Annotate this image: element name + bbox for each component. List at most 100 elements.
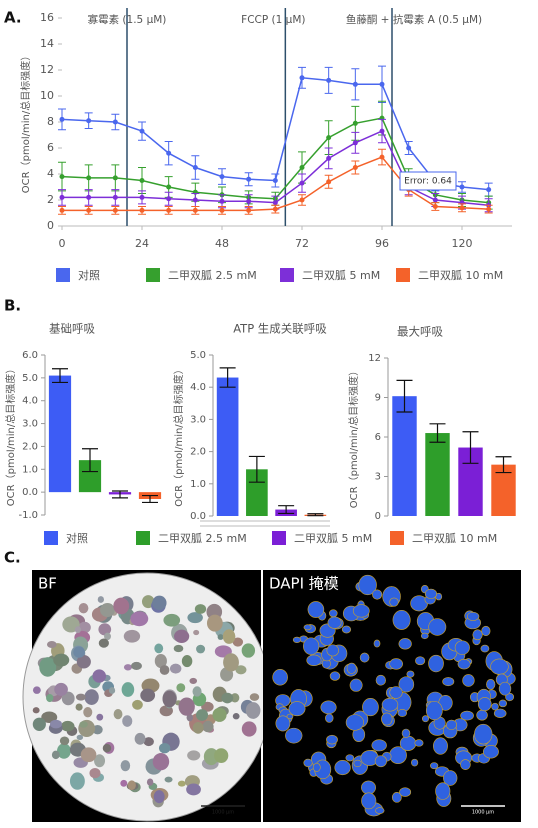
organoid: [206, 614, 223, 632]
organoid: [241, 643, 256, 658]
y-axis-label: OCR（pmol/min/总目标强度）: [172, 364, 185, 506]
organoid: [397, 709, 408, 717]
error-bar: [429, 423, 446, 443]
legend-label: 二甲双胍 2.5 mM: [158, 531, 247, 545]
data-point: [246, 198, 252, 204]
organoid: [341, 625, 352, 634]
organoid: [272, 669, 288, 686]
organoid: [53, 653, 70, 667]
error-bar: [219, 367, 236, 388]
y-tick-label: 2.0: [190, 447, 206, 458]
event-label: 寡霉素 (1.5 μM): [88, 13, 167, 26]
legend-swatch: [280, 268, 294, 282]
legend-label: 二甲双胍 10 mM: [418, 268, 503, 282]
tooltip-text: Error: 0.64: [404, 177, 452, 187]
y-axis-label: OCR（pmol/min/总目标强度）: [19, 51, 32, 193]
error-bar: [82, 448, 98, 473]
y-axis-label: OCR（pmol/min/总目标强度）: [4, 364, 17, 506]
organoid: [359, 652, 370, 663]
organoid: [481, 625, 491, 636]
data-point: [219, 207, 225, 213]
data-point: [272, 178, 278, 183]
data-point: [432, 197, 438, 203]
organoid: [349, 678, 363, 692]
organoid: [59, 736, 70, 746]
data-point: [459, 184, 465, 190]
organoid: [428, 654, 444, 673]
organoid: [425, 700, 443, 721]
organoid: [241, 721, 257, 737]
organoid: [392, 610, 411, 630]
data-point: [59, 194, 65, 200]
y-tick-label: 1.0: [190, 479, 206, 490]
axis-decoration: [200, 520, 330, 527]
data-point: [326, 77, 332, 83]
organoid: [320, 700, 337, 715]
organoid: [490, 658, 509, 675]
organoid: [177, 780, 186, 787]
bar: [425, 433, 450, 516]
error-bar: [278, 505, 295, 515]
organoid: [84, 689, 99, 705]
legend-label: 二甲双胍 5 mM: [302, 268, 380, 282]
organoid: [361, 792, 377, 810]
legend-swatch: [44, 531, 58, 545]
data-point: [59, 174, 65, 180]
organoid: [154, 653, 167, 669]
data-point: [192, 197, 198, 203]
organoid: [102, 743, 112, 753]
organoid: [362, 698, 379, 717]
y-tick-label: 4.0: [190, 382, 206, 393]
organoid: [329, 609, 338, 618]
organoid: [32, 707, 40, 714]
organoid: [493, 708, 507, 718]
y-tick-label: 14: [40, 37, 54, 50]
data-point: [272, 200, 278, 206]
organoid: [391, 792, 402, 803]
organoid: [60, 720, 75, 732]
data-point: [299, 197, 305, 203]
organoid: [152, 595, 167, 611]
x-tick-label: 48: [215, 237, 229, 250]
panel-label: A.: [4, 9, 22, 27]
organoid: [428, 618, 447, 636]
error-bar: [462, 431, 479, 464]
organoid: [375, 807, 385, 814]
organoid: [445, 719, 458, 731]
organoid: [78, 621, 91, 634]
organoid: [132, 699, 143, 710]
y-tick-label: 4: [47, 167, 54, 180]
data-point: [379, 81, 385, 87]
organoid: [491, 702, 499, 711]
data-point: [112, 194, 118, 200]
organoid: [442, 677, 455, 687]
organoid: [381, 712, 393, 726]
legend-label: 二甲双胍 5 mM: [294, 531, 372, 545]
data-point: [59, 116, 65, 122]
organoid: [194, 604, 207, 614]
organoid: [462, 674, 475, 687]
data-point: [246, 207, 252, 213]
organoid: [230, 693, 240, 703]
organoid: [306, 654, 322, 667]
y-tick-label: 0.0: [22, 487, 38, 498]
organoid: [372, 589, 383, 600]
organoid: [120, 760, 131, 772]
organoid: [108, 687, 116, 694]
x-tick-label: 24: [135, 237, 149, 250]
organoid: [375, 674, 386, 686]
data-point: [86, 118, 92, 124]
legend-swatch: [396, 268, 410, 282]
data-point: [299, 75, 305, 81]
organoid: [113, 597, 130, 615]
y-tick-label: 2.0: [22, 441, 38, 452]
organoid: [76, 655, 91, 669]
event-label: 鱼藤酮 + 抗霉素 A (0.5 μM): [346, 13, 482, 26]
organoid: [159, 665, 170, 675]
data-point: [139, 178, 145, 183]
x-tick-label: 120: [452, 237, 473, 250]
organoid: [174, 629, 190, 644]
chart-title: 基础呼吸: [49, 322, 95, 336]
organoid: [98, 638, 109, 648]
organoid: [222, 629, 236, 644]
